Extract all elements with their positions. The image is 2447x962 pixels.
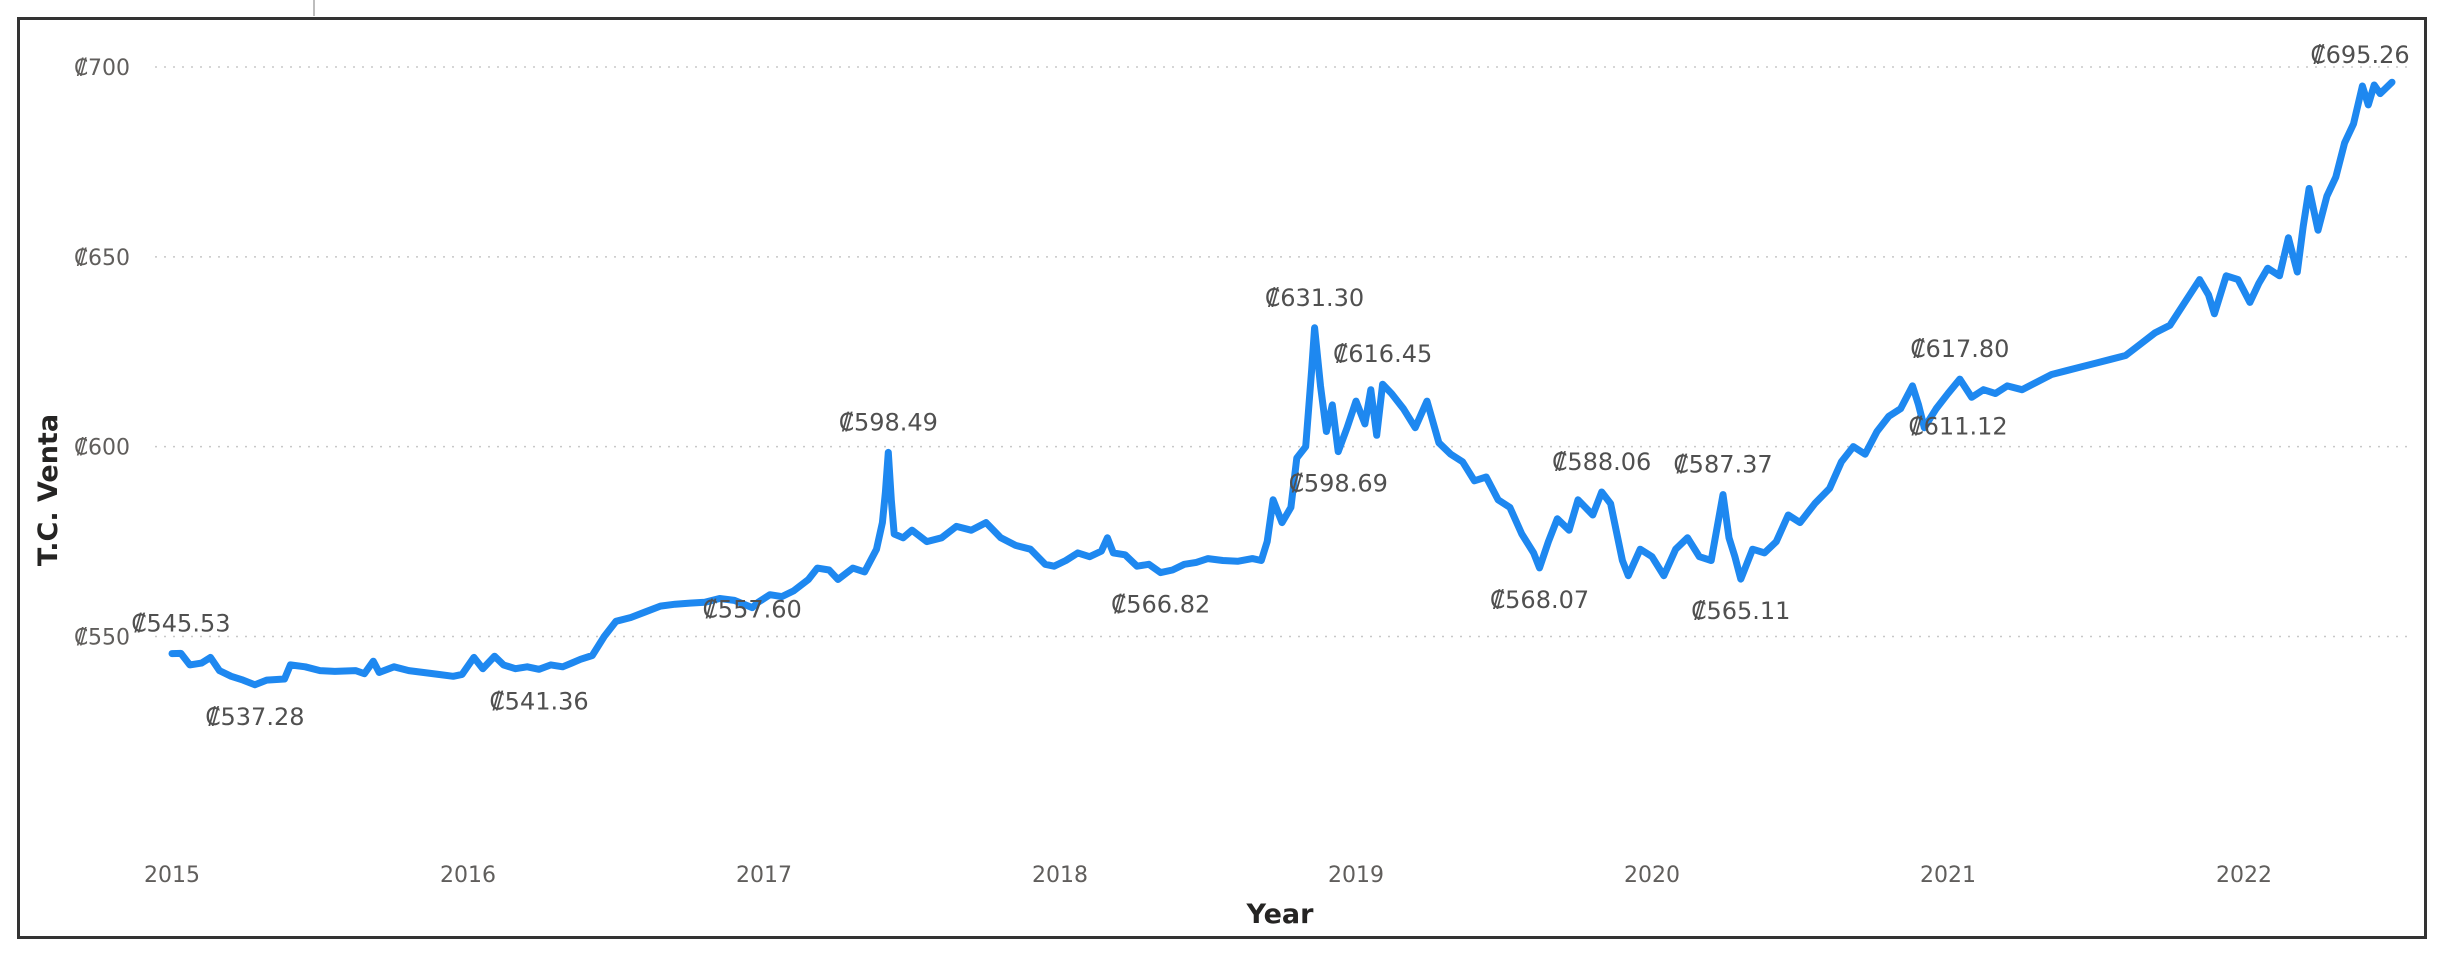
data-label: ₡611.12 [1908,412,2007,440]
data-label: ₡631.30 [1265,284,1364,312]
chart-frame [17,17,2427,939]
y-tick-label: ₡550 [74,625,130,650]
data-label: ₡565.11 [1691,597,1790,625]
x-axis-title: Year [1246,899,1315,930]
x-axis-ticks: 2015 2016 2017 2018 2019 2020 2021 2022 [144,863,2272,888]
x-tick-label: 2018 [1032,863,1088,888]
y-axis-title: T.C. Venta [33,414,64,566]
y-tick-label: ₡600 [74,436,130,461]
data-label: ₡537.28 [205,703,304,731]
series-line-tc-venta [168,78,2396,689]
top-edge-marker [313,0,315,16]
x-tick-label: 2015 [144,863,200,888]
data-label: ₡617.80 [1910,335,2009,363]
x-tick-label: 2021 [1920,863,1976,888]
data-label: ₡598.49 [839,408,938,436]
data-label: ₡588.06 [1552,448,1651,476]
data-labels: ₡545.53 ₡537.28 ₡541.36 ₡557.60 ₡598.49 ₡566.… [131,41,2409,731]
data-label: ₡598.69 [1289,470,1388,498]
data-label: ₡557.60 [703,596,802,624]
x-tick-label: 2019 [1328,863,1384,888]
x-tick-label: 2020 [1624,863,1680,888]
data-label: ₡568.07 [1490,586,1589,614]
x-tick-label: 2016 [440,863,496,888]
y-tick-label: ₡650 [74,246,130,271]
data-label: ₡587.37 [1673,451,1772,479]
data-label: ₡566.82 [1111,591,1210,619]
data-label: ₡695.26 [2310,41,2409,69]
y-axis-ticks: ₡550 ₡600 ₡650 ₡700 [74,56,130,650]
gridlines [155,66,2407,638]
x-tick-label: 2017 [736,863,792,888]
data-label: ₡616.45 [1333,340,1432,368]
data-label: ₡541.36 [489,687,588,715]
x-tick-label: 2022 [2216,863,2272,888]
y-tick-label: ₡700 [74,56,130,81]
data-label: ₡545.53 [131,609,230,637]
